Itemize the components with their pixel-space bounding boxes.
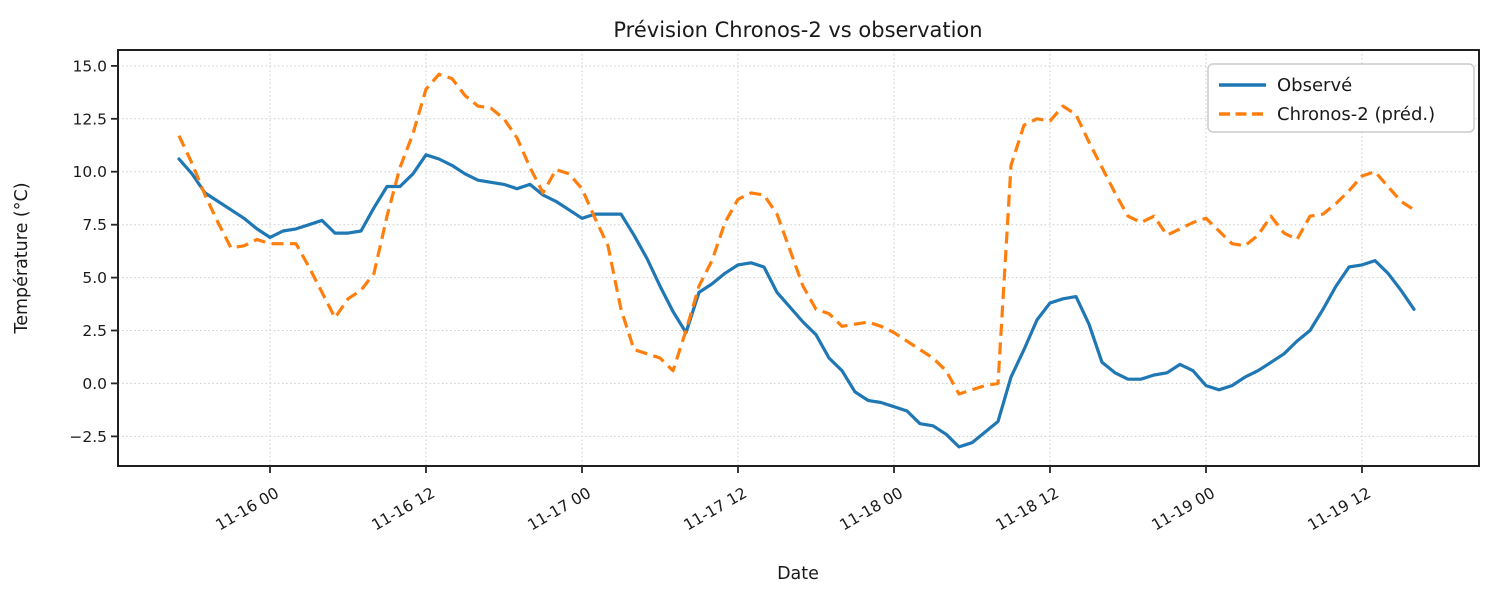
y-tick-label: 2.5 — [82, 322, 107, 340]
plot-frame — [117, 49, 1480, 467]
legend-label-predicted: Chronos-2 (préd.) — [1277, 104, 1435, 125]
plot-series — [177, 72, 1416, 449]
chart-title: Prévision Chronos-2 vs observation — [613, 18, 982, 42]
y-tick-label: 10.0 — [72, 163, 107, 181]
x-axis-label: Date — [777, 564, 819, 584]
y-tick-label: 5.0 — [82, 269, 107, 287]
y-tick-label: −2.5 — [69, 428, 107, 446]
y-tick-label: 15.0 — [72, 57, 107, 75]
y-tick-label: 0.0 — [82, 375, 107, 393]
legend: Observé Chronos-2 (préd.) — [1207, 63, 1475, 133]
y-tick-label: 12.5 — [72, 110, 107, 128]
grid — [118, 50, 1479, 466]
y-tick-label: 7.5 — [82, 216, 107, 234]
y-axis-label: Température (°C) — [12, 182, 32, 334]
series-line-observed — [177, 153, 1416, 449]
series-line-predicted — [177, 72, 1415, 396]
legend-box — [1207, 63, 1475, 133]
legend-label-observed: Observé — [1277, 75, 1352, 96]
